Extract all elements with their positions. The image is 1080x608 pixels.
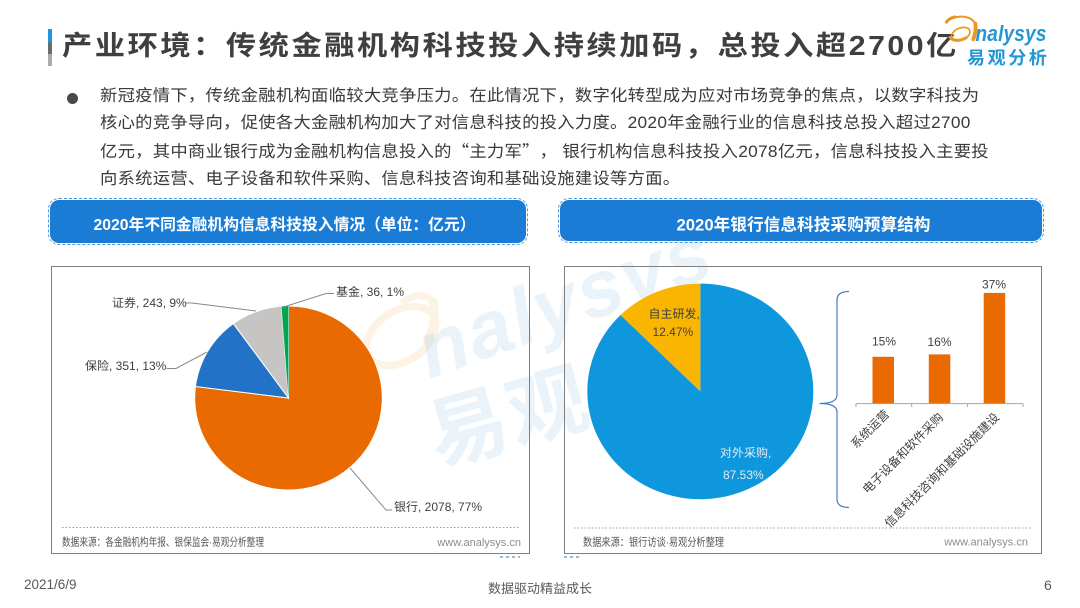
svg-text:37%: 37% bbox=[982, 278, 1006, 292]
svg-text:数据来源：各金融机构年报、银保监会·易观分析整理: 数据来源：各金融机构年报、银保监会·易观分析整理 bbox=[62, 536, 264, 549]
svg-text:易观分析: 易观分析 bbox=[967, 48, 1049, 68]
svg-text:12.47%: 12.47% bbox=[653, 325, 694, 339]
svg-text:基金, 36, 1%: 基金, 36, 1% bbox=[336, 285, 404, 299]
svg-text:银行, 2078, 77%: 银行, 2078, 77% bbox=[394, 500, 482, 514]
svg-text:保险, 351, 13%: 保险, 351, 13% bbox=[85, 359, 167, 373]
svg-text:信息科技咨询和基础设施建设: 信息科技咨询和基础设施建设 bbox=[882, 410, 1002, 530]
svg-text:www.analysys.cn: www.analysys.cn bbox=[436, 537, 521, 549]
svg-text:数据来源：银行访谈·易观分析整理: 数据来源：银行访谈·易观分析整理 bbox=[583, 536, 724, 549]
svg-text:证券, 243, 9%: 证券, 243, 9% bbox=[112, 296, 187, 310]
svg-text:87.53%: 87.53% bbox=[723, 468, 764, 482]
svg-text:2020年银行信息科技采购预算结构: 2020年银行信息科技采购预算结构 bbox=[677, 216, 931, 235]
svg-text:nalysys: nalysys bbox=[976, 22, 1047, 47]
svg-text:系统运营: 系统运营 bbox=[848, 407, 892, 451]
svg-text:www.analysys.cn: www.analysys.cn bbox=[943, 537, 1028, 549]
svg-text:15%: 15% bbox=[872, 335, 896, 349]
svg-text:2020年不同金融机构信息科技投入情况（单位：亿元）: 2020年不同金融机构信息科技投入情况（单位：亿元） bbox=[94, 216, 476, 234]
svg-text:16%: 16% bbox=[927, 335, 951, 349]
svg-text:对外采购,: 对外采购, bbox=[720, 446, 771, 460]
svg-text:自主研发,: 自主研发, bbox=[649, 307, 700, 321]
